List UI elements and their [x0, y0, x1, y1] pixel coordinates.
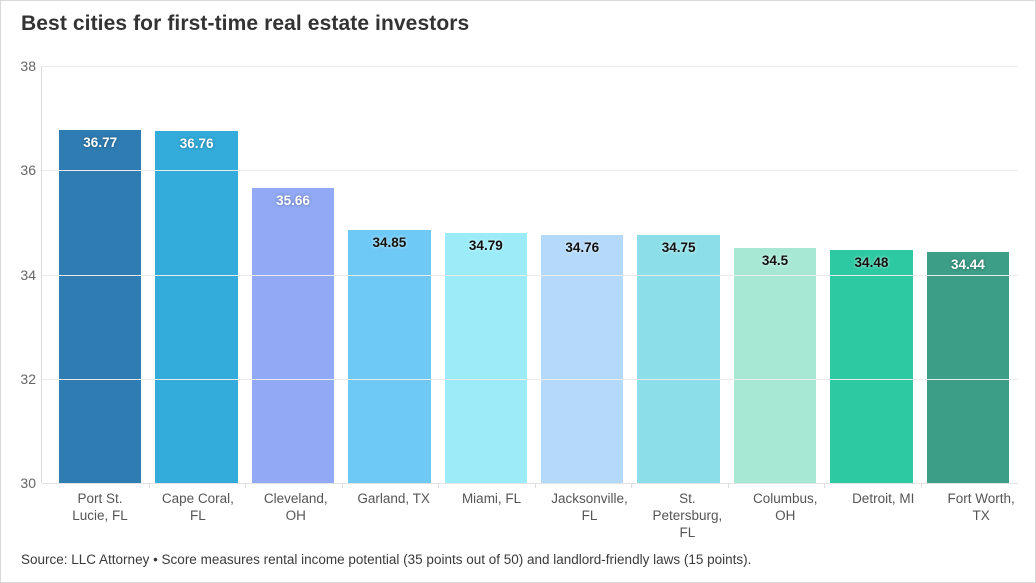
x-axis-category-label: Cape Coral, FL [161, 491, 234, 523]
y-axis-tick-label: 30 [20, 475, 36, 491]
bar: 36.76 [155, 130, 238, 483]
x-axis-tick [245, 483, 246, 488]
bar-value-label: 34.48 [854, 254, 889, 270]
x-axis-category-label: Garland, TX [357, 491, 430, 506]
y-axis-tick-label: 34 [20, 266, 36, 283]
x-axis: Port St. Lucie, FL Cape Coral, FL Clevelan… [58, 491, 1023, 542]
x-axis-tick [824, 483, 825, 488]
x-axis-tick [727, 483, 729, 488]
x-axis-tick [534, 483, 536, 488]
source-note: Source: LLC Attorney • Score measures re… [21, 552, 752, 567]
gridline [42, 66, 1018, 67]
gridline [42, 378, 1018, 380]
bar: 36.77 [59, 130, 142, 483]
bar-value-label: 34.76 [565, 239, 600, 255]
bar-value-label: 36.76 [179, 135, 214, 151]
y-axis-tick-label: 36 [20, 162, 36, 179]
bar: 34.5 [733, 248, 817, 483]
bar: 34.75 [637, 235, 720, 483]
y-axis-tick-label: 38 [20, 58, 36, 74]
gridline [42, 170, 1018, 172]
plot-area: 36.77 36.76 35.66 34.85 34.79 34.76 34.75 34.5 3… [41, 66, 1021, 488]
x-axis-tick [631, 483, 632, 488]
x-axis-category-label: Columbus, OH [753, 491, 818, 523]
y-axis-tick-label: 32 [20, 370, 36, 387]
x-axis-tick [341, 483, 343, 488]
bar: 34.79 [444, 233, 528, 483]
bar-value-label: 34.85 [372, 235, 407, 251]
x-axis-tick [438, 483, 439, 488]
bar-value-label: 36.77 [83, 135, 118, 151]
bar-value-label: 34.79 [468, 238, 503, 254]
gridline [42, 483, 1018, 484]
bar: 34.85 [348, 230, 431, 483]
bar-value-label: 34.5 [761, 253, 789, 269]
x-axis-category-label: St. Petersburg, FL [652, 491, 723, 540]
bar: 34.76 [541, 234, 624, 483]
x-axis-category-label: Jacksonville, FL [551, 491, 628, 523]
x-axis-category-label: Detroit, MI [852, 491, 915, 506]
bar: 34.48 [830, 249, 913, 483]
x-axis-tick [148, 483, 150, 488]
bars-container: 36.77 36.76 35.66 34.85 34.79 34.76 34.75 34.5 3… [59, 66, 1010, 483]
bar-value-label: 35.66 [276, 193, 310, 208]
x-axis-tick [920, 483, 922, 488]
bar-value-label: 34.44 [950, 256, 985, 272]
y-axis: 38 36 34 32 30 [1, 59, 36, 490]
x-axis-category-label: Fort Worth, TX [947, 491, 1015, 523]
bar: 35.66 [251, 188, 335, 483]
gridline [42, 274, 1018, 276]
x-axis-category-label: Miami, FL [461, 491, 522, 506]
x-axis-category-label: Cleveland, OH [263, 491, 328, 523]
x-axis-category-label: Port St. Lucie, FL [72, 491, 128, 523]
bar-value-label: 34.75 [661, 240, 696, 256]
bar: 34.44 [926, 251, 1010, 483]
chart-title: Best cities for first-time real estate i… [21, 12, 470, 35]
